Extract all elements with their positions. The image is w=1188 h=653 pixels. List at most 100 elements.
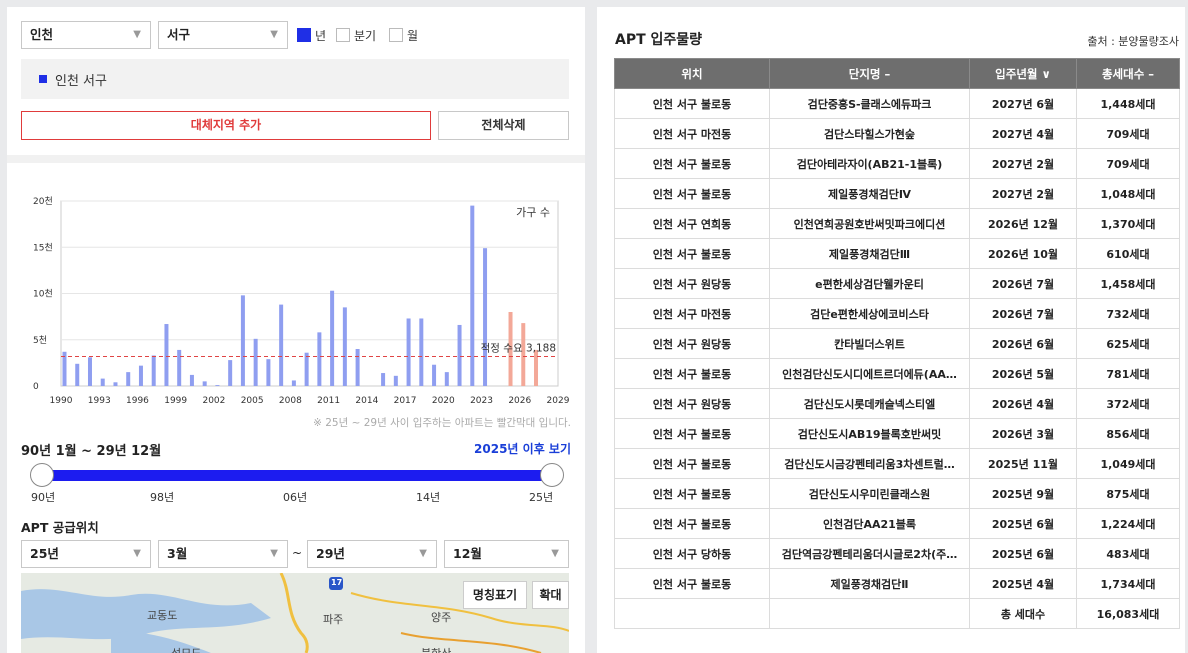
- header-move-in[interactable]: 입주년월 ∨: [969, 58, 1077, 89]
- to-year-select[interactable]: 29년 ▼: [307, 540, 437, 568]
- bar-2009[interactable]: [304, 352, 309, 386]
- bar-1997[interactable]: [151, 355, 156, 386]
- header-location[interactable]: 위치: [614, 58, 770, 89]
- from-month-select[interactable]: 3월 ▼: [158, 540, 288, 568]
- bar-2003[interactable]: [228, 360, 233, 386]
- right-panel: APT 입주물량 출처 : 분양물량조사 위치 단지명 – 입주년월 ∨ 총세대…: [597, 7, 1185, 653]
- checkbox-empty-icon: [389, 28, 403, 42]
- bar-2015[interactable]: [381, 373, 386, 386]
- table-row[interactable]: 인천 서구 연희동 인천연희공원호반써밋파크에디션 2026년 12월 1,370세대: [614, 208, 1180, 239]
- period-quarter-checkbox[interactable]: 분기: [336, 27, 376, 43]
- bar-2023[interactable]: [483, 248, 488, 386]
- table-row[interactable]: 인천 서구 불로동 제일풍경채검단Ⅱ 2025년 4월 1,734세대: [614, 568, 1180, 599]
- range-separator: ~: [292, 546, 303, 560]
- map-zoom-button[interactable]: 확대: [532, 581, 569, 609]
- bar-2005[interactable]: [253, 338, 258, 386]
- reference-line-label: 적정 수요 3,188: [481, 343, 556, 355]
- x-tick-label: 2020: [432, 396, 455, 406]
- move-in-cell: 2026년 12월: [969, 208, 1077, 239]
- complex-cell: 제일풍경채검단Ⅳ: [769, 178, 970, 209]
- move-in-cell: 2026년 3월: [969, 418, 1077, 449]
- range-slider-track[interactable]: [42, 470, 552, 481]
- table-row[interactable]: 인천 서구 원당동 검단신도시롯데캐슬넥스티엘 2026년 4월 372세대: [614, 388, 1180, 419]
- slider-tick-label: 90년: [31, 491, 56, 504]
- table-row[interactable]: 인천 서구 마전동 검단e편한세상에코비스타 2026년 7월 732세대: [614, 298, 1180, 329]
- after-2025-link[interactable]: 2025년 이후 보기: [474, 442, 571, 456]
- region-select[interactable]: 인천 ▼: [21, 21, 151, 49]
- bar-2011[interactable]: [330, 290, 335, 386]
- slider-tick-label: 14년: [416, 491, 441, 504]
- bar-1999[interactable]: [177, 349, 182, 386]
- bar-2010[interactable]: [317, 332, 322, 386]
- location-cell: 인천 서구 마전동: [614, 118, 770, 149]
- bar-2025[interactable]: [508, 312, 513, 386]
- location-cell: 인천 서구 불로동: [614, 178, 770, 209]
- bar-1991[interactable]: [75, 363, 80, 386]
- bar-2002[interactable]: [215, 385, 220, 386]
- bar-2012[interactable]: [342, 307, 347, 386]
- households-cell: 1,370세대: [1076, 208, 1180, 239]
- bar-2000[interactable]: [189, 374, 194, 386]
- bar-2008[interactable]: [291, 380, 296, 386]
- bar-1992[interactable]: [87, 357, 92, 386]
- table-row[interactable]: 인천 서구 원당동 e편한세상검단웰카운티 2026년 7월 1,458세대: [614, 268, 1180, 299]
- table-row[interactable]: 인천 서구 불로동 검단아테라자이(AB21-1블록) 2027년 2월 709세대: [614, 148, 1180, 179]
- households-cell: 1,734세대: [1076, 568, 1180, 599]
- delete-all-button[interactable]: 전체삭제: [438, 111, 569, 140]
- table-source: 출처 : 분양물량조사: [1087, 35, 1179, 48]
- left-panel: 인천 ▼ 서구 ▼ 년 분기 월 인천 서구 대체지역 추가 전체삭제 0 5천 1…: [7, 7, 585, 653]
- bar-2007[interactable]: [279, 304, 284, 386]
- move-in-cell: 2026년 6월: [969, 328, 1077, 359]
- bar-1998[interactable]: [164, 324, 169, 386]
- supply-map[interactable]: 17 교동도 파주 양주 석모도 북한산 명칭표기 확대: [21, 573, 569, 653]
- table-row[interactable]: 인천 서구 불로동 검단중흥S-클래스에듀파크 2027년 6월 1,448세대: [614, 88, 1180, 119]
- bar-2022[interactable]: [470, 205, 475, 386]
- range-label: 90년 1월 ~ 29년 12월: [21, 444, 162, 459]
- location-cell: 인천 서구 불로동: [614, 508, 770, 539]
- header-complex[interactable]: 단지명 –: [769, 58, 970, 89]
- complex-cell: 검단스타힐스가현숲: [769, 118, 970, 149]
- to-month-select[interactable]: 12월 ▼: [444, 540, 569, 568]
- table-row[interactable]: 인천 서구 불로동 인천검단AA21블록 2025년 6월 1,224세대: [614, 508, 1180, 539]
- range-slider-end-handle[interactable]: [540, 463, 564, 487]
- table-row[interactable]: 인천 서구 불로동 제일풍경채검단Ⅲ 2026년 10월 610세대: [614, 238, 1180, 269]
- bar-2020[interactable]: [444, 372, 449, 386]
- bar-2019[interactable]: [432, 364, 437, 386]
- bar-1990[interactable]: [62, 351, 67, 386]
- bar-2018[interactable]: [419, 318, 424, 386]
- table-row[interactable]: 인천 서구 당하동 검단역금강펜테리움더시글로2차(주… 2025년 6월 483세대: [614, 538, 1180, 569]
- add-region-button[interactable]: 대체지역 추가: [21, 111, 431, 140]
- selected-region-bar: 인천 서구: [21, 59, 569, 99]
- map-name-toggle-button[interactable]: 명칭표기: [463, 581, 527, 609]
- bar-1993[interactable]: [100, 378, 105, 386]
- range-slider-start-handle[interactable]: [30, 463, 54, 487]
- bar-2027[interactable]: [534, 349, 539, 386]
- header-households[interactable]: 총세대수 –: [1076, 58, 1180, 89]
- move-in-cell: 2025년 6월: [969, 508, 1077, 539]
- bar-2004[interactable]: [240, 295, 245, 386]
- period-month-checkbox[interactable]: 월: [389, 27, 418, 43]
- bar-2021[interactable]: [457, 324, 462, 386]
- table-row[interactable]: 인천 서구 불로동 인천검단신도시디에트르더에듀(AA… 2026년 5월 781세대: [614, 358, 1180, 389]
- move-in-cell: 2027년 4월: [969, 118, 1077, 149]
- bar-1995[interactable]: [126, 372, 131, 386]
- bar-2001[interactable]: [202, 381, 207, 386]
- location-cell: 인천 서구 불로동: [614, 478, 770, 509]
- table-row[interactable]: 인천 서구 불로동 제일풍경채검단Ⅳ 2027년 2월 1,048세대: [614, 178, 1180, 209]
- district-select[interactable]: 서구 ▼: [158, 21, 288, 49]
- table-row[interactable]: 인천 서구 불로동 검단신도시AB19블록호반써밋 2026년 3월 856세대: [614, 418, 1180, 449]
- bar-2026[interactable]: [521, 323, 526, 386]
- bar-1994[interactable]: [113, 382, 118, 386]
- bar-2006[interactable]: [266, 359, 271, 386]
- table-row[interactable]: 인천 서구 마전동 검단스타힐스가현숲 2027년 4월 709세대: [614, 118, 1180, 149]
- table-row[interactable]: 인천 서구 원당동 칸타빌더스위트 2026년 6월 625세대: [614, 328, 1180, 359]
- bar-2016[interactable]: [393, 375, 398, 386]
- from-year-select[interactable]: 25년 ▼: [21, 540, 151, 568]
- bar-2013[interactable]: [355, 349, 360, 386]
- bar-2017[interactable]: [406, 318, 411, 386]
- period-year-checkbox[interactable]: 년: [297, 27, 326, 43]
- table-row[interactable]: 인천 서구 불로동 검단신도시금강펜테리움3차센트럴… 2025년 11월 1,049…: [614, 448, 1180, 479]
- bar-1996[interactable]: [138, 365, 143, 386]
- table-row[interactable]: 인천 서구 불로동 검단신도시우미린클래스원 2025년 9월 875세대: [614, 478, 1180, 509]
- location-cell: 인천 서구 당하동: [614, 538, 770, 569]
